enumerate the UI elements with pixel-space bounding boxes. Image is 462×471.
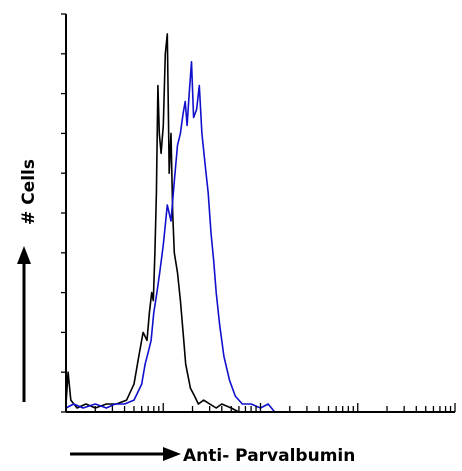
y-arrow-head [17,246,31,264]
y-axis-label: # Cells [19,159,39,225]
x-arrow-head [163,447,181,461]
x-axis-label: Anti- Parvalbumin [183,446,355,466]
histogram-series-2 [65,60,276,413]
histogram-series-1 [65,33,240,413]
plot-area [65,33,276,413]
axes [17,13,456,461]
